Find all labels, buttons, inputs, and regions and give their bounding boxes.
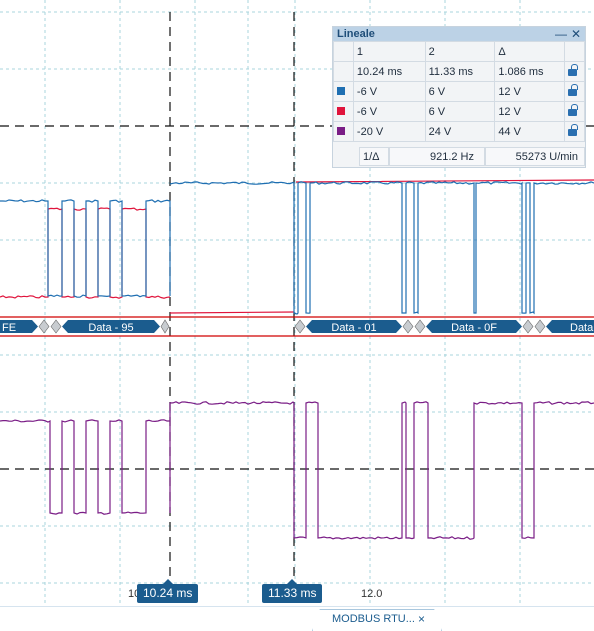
ruler-channel-row: -6 V 6 V 12 V xyxy=(333,101,585,122)
cursor-1-marker[interactable]: 10.24 ms xyxy=(137,579,199,603)
lock-icon[interactable] xyxy=(568,63,579,76)
ruler-title: Lineale xyxy=(337,28,375,40)
ruler-channel-row: -6 V 6 V 12 V xyxy=(333,81,585,102)
decoder-idle-marker xyxy=(534,319,546,334)
decoder-segment-label: Data - xyxy=(570,322,594,334)
channel-1-color-swatch xyxy=(337,86,345,95)
decoder-idle-marker xyxy=(414,319,426,334)
ruler-time-row: 10.24 ms 11.33 ms 1.086 ms xyxy=(333,61,585,82)
ruler-table: 1 2 Δ 10.24 ms 11.33 ms 1.086 ms -6 V 6 … xyxy=(333,41,585,142)
decoder-idle-marker xyxy=(50,319,62,334)
ruler-channel-row: -20 V 24 V 44 V xyxy=(333,121,585,142)
decoder-segment-label: Data - 95 xyxy=(88,322,133,334)
decoder-segment-label: Data - 01 xyxy=(331,322,376,334)
lock-icon[interactable] xyxy=(568,83,579,96)
decoder-segment[interactable] xyxy=(62,320,160,333)
axis-tick-label: 12.0 xyxy=(361,588,383,600)
decoder-idle-marker xyxy=(38,319,50,334)
frequency-value: 921.2 Hz xyxy=(389,147,485,166)
ruler-frequency-row: 1/Δ 921.2 Hz 55273 U/min xyxy=(359,147,585,167)
decoder-segment[interactable] xyxy=(426,320,522,333)
channel-3-trace xyxy=(0,401,594,540)
lock-icon[interactable] xyxy=(568,123,579,136)
ruler-titlebar[interactable]: Lineale — ✕ xyxy=(333,27,585,41)
lock-icon[interactable] xyxy=(568,103,579,116)
channel-1-trace xyxy=(0,181,594,315)
decoder-idle-marker xyxy=(294,319,306,334)
decoder-bar[interactable]: FE Data - 95 Data - 01 Data - 0F Data - xyxy=(0,316,594,337)
ruler-header-row: 1 2 Δ xyxy=(333,41,585,62)
decoder-tab-label[interactable]: MODBUS RTU... xyxy=(332,613,415,625)
decoder-segment-label: FE xyxy=(2,322,16,334)
tab-close-icon[interactable]: × xyxy=(418,612,426,626)
decoder-idle-marker xyxy=(402,319,414,334)
decoder-segment-label: Data - 0F xyxy=(451,322,497,334)
close-icon[interactable]: ✕ xyxy=(571,27,582,41)
ruler-panel[interactable]: Lineale — ✕ 1 2 Δ 10.24 ms 11.33 ms 1.08… xyxy=(332,26,586,168)
frequency-label: 1/Δ xyxy=(359,147,389,166)
decoder-segment[interactable] xyxy=(0,320,38,333)
decoder-segment[interactable] xyxy=(306,320,402,333)
channel-3-color-swatch xyxy=(337,126,345,135)
cursor-2-marker[interactable]: 11.33 ms xyxy=(262,579,323,603)
minimize-icon[interactable]: — xyxy=(555,27,567,41)
decoder-segment[interactable] xyxy=(546,320,594,333)
rpm-value: 55273 U/min xyxy=(485,147,585,166)
decoder-idle-marker xyxy=(522,319,534,334)
decoder-idle-marker xyxy=(160,319,170,334)
channel-2-color-swatch xyxy=(337,106,345,115)
bottom-tab-bar xyxy=(0,606,594,631)
channel-2-trace xyxy=(0,179,594,314)
